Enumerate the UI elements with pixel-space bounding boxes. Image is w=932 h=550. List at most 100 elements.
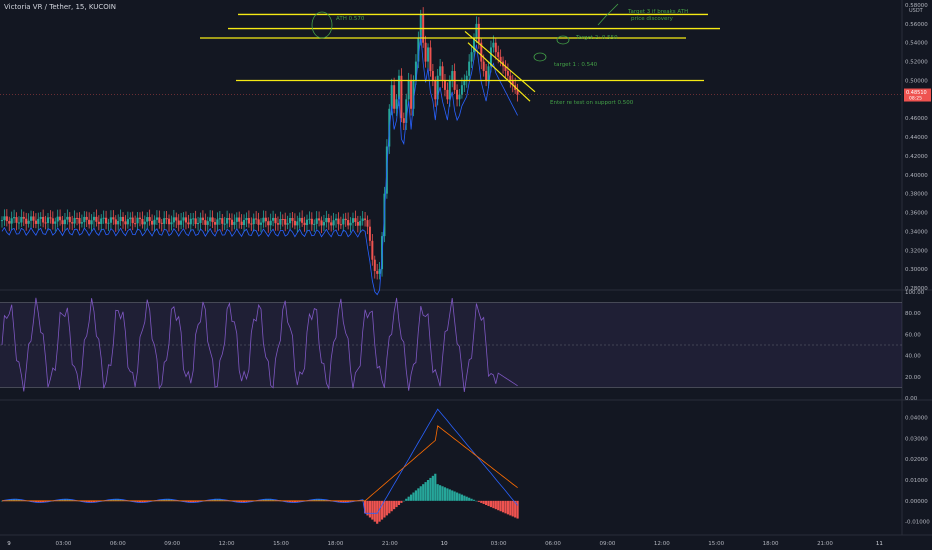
- macd-bar: [383, 500, 386, 518]
- macd-bar: [499, 500, 502, 512]
- x-tick-label: 11: [876, 541, 883, 547]
- candle-body: [315, 218, 318, 224]
- candle-body: [252, 218, 255, 225]
- macd-bar: [453, 491, 456, 501]
- macd-bar: [385, 500, 388, 516]
- macd-bar: [267, 499, 270, 501]
- macd-bar: [426, 480, 430, 501]
- macd-bar: [34, 500, 37, 503]
- candle-body: [473, 38, 476, 53]
- candle-body: [199, 217, 202, 224]
- macd-bar: [146, 500, 149, 503]
- candle-body: [441, 66, 444, 81]
- x-tick-label: 21:00: [817, 541, 833, 547]
- candle-body: [73, 217, 76, 224]
- macd-tick-label: 0.01000: [905, 478, 928, 484]
- candle-body: [180, 220, 183, 225]
- macd-bar: [380, 500, 384, 520]
- y-tick-label: 0.52000: [905, 60, 928, 66]
- macd-bar: [347, 500, 350, 503]
- macd-bar: [298, 500, 301, 503]
- macd-bar: [165, 499, 168, 501]
- candle-body: [414, 61, 417, 81]
- candle-body: [75, 217, 79, 219]
- candle-body: [80, 222, 83, 224]
- candle-body: [334, 218, 338, 221]
- candle-body: [51, 218, 54, 224]
- macd-bar: [264, 499, 267, 501]
- candle-body: [13, 217, 16, 219]
- candle-body: [206, 221, 209, 225]
- macd-bar: [32, 500, 35, 502]
- candle-body: [90, 220, 93, 225]
- macd-bar: [390, 500, 393, 512]
- x-tick-label: 12:00: [219, 541, 235, 547]
- macd-bar: [187, 500, 190, 503]
- candle-body: [376, 271, 379, 274]
- candle-body: [298, 217, 301, 222]
- macd-bar: [337, 500, 340, 503]
- macd-bar: [373, 500, 376, 522]
- macd-bar: [136, 500, 139, 503]
- candle-body: [286, 223, 289, 225]
- candle-body: [230, 219, 234, 225]
- candle-body: [470, 52, 473, 62]
- macd-bar: [88, 500, 91, 503]
- candle-body: [272, 217, 275, 221]
- macd-bar: [516, 500, 519, 519]
- macd-bar: [189, 500, 192, 503]
- candle-body: [63, 219, 67, 225]
- target2-circle: [556, 35, 570, 45]
- candle-body: [34, 220, 37, 224]
- candle-body: [325, 217, 328, 223]
- candle-body: [347, 220, 350, 226]
- candle-body: [194, 218, 197, 225]
- candle-body: [68, 216, 71, 223]
- macd-bar: [436, 484, 439, 501]
- macd-bar: [17, 499, 21, 501]
- macd-bar: [414, 490, 418, 501]
- candle-body: [431, 71, 434, 81]
- macd-bar: [274, 499, 277, 501]
- macd-bar: [10, 499, 13, 501]
- macd-bar: [61, 499, 64, 501]
- macd-bar: [366, 500, 369, 516]
- candle-body: [402, 118, 405, 123]
- candle-body: [497, 52, 500, 57]
- macd-bar: [424, 482, 427, 501]
- candle-body: [259, 222, 263, 225]
- candle-body: [429, 47, 432, 72]
- x-tick-label: 03:00: [491, 541, 507, 547]
- candle-body: [117, 220, 120, 225]
- macd-bar: [44, 500, 47, 503]
- macd-bar: [402, 500, 405, 502]
- macd-tick-label: -0.01000: [905, 520, 930, 526]
- candle-body: [511, 80, 514, 86]
- macd-bar: [259, 499, 263, 501]
- y-tick-label: 0.44000: [905, 135, 928, 141]
- candle-body: [359, 220, 362, 226]
- candle-body: [279, 219, 282, 225]
- candle-body: [509, 75, 512, 81]
- macd-bar: [407, 496, 410, 501]
- candle-body: [153, 219, 156, 225]
- macd-bar: [443, 487, 447, 501]
- candle-body: [102, 217, 105, 219]
- last-price-label: 0.48510: [906, 90, 927, 96]
- candle-body: [364, 218, 367, 221]
- macd-bar: [46, 500, 50, 502]
- candle-body: [97, 221, 100, 224]
- macd-bar: [167, 499, 171, 501]
- candle-body: [412, 80, 415, 109]
- macd-bar: [114, 499, 117, 501]
- macd-bar: [514, 500, 517, 518]
- y-tick-label: 0.34000: [905, 229, 928, 235]
- macd-bar: [59, 499, 62, 501]
- macd-bar: [223, 499, 226, 501]
- macd-bar: [192, 500, 195, 503]
- candle-body: [25, 218, 28, 224]
- macd-bar: [393, 500, 396, 510]
- candle-body: [460, 85, 463, 95]
- candle-body: [288, 218, 292, 224]
